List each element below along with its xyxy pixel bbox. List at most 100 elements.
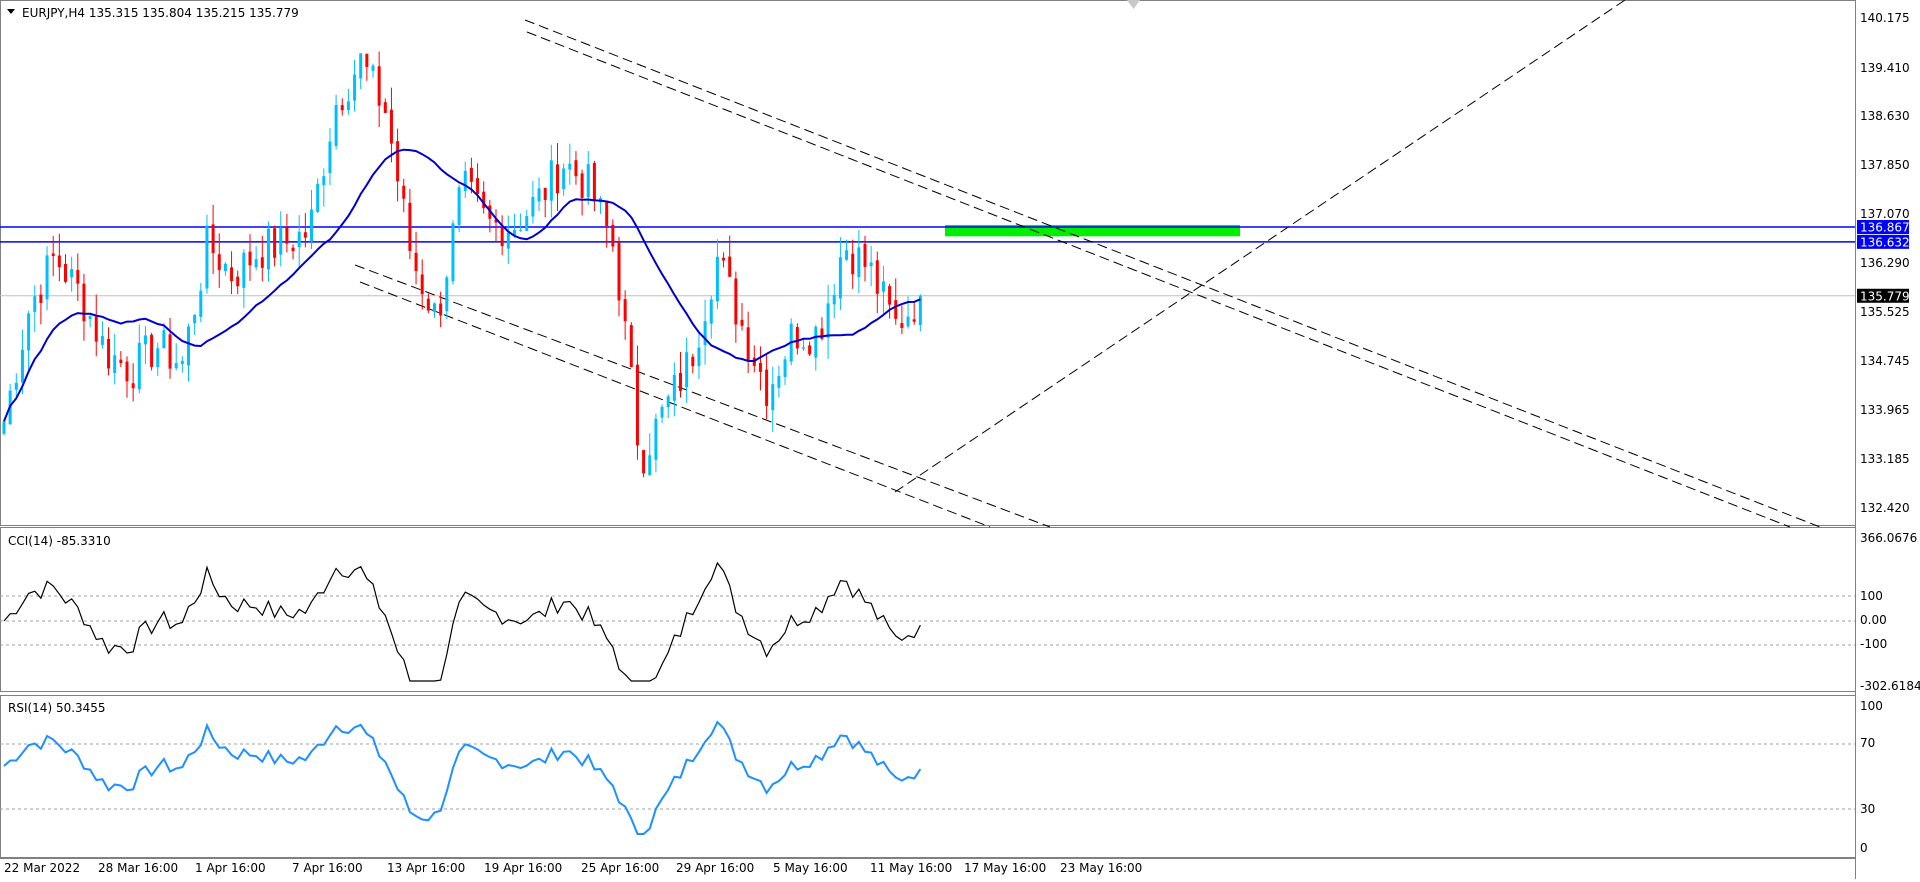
time-label: 22 Mar 2022: [4, 861, 80, 875]
candle-body: [722, 257, 726, 261]
candle-body: [758, 362, 762, 372]
candle-body: [383, 102, 387, 113]
trendlines[interactable]: [354, 0, 1821, 528]
candle-body: [51, 253, 55, 256]
candle-body: [316, 183, 320, 213]
current-price-tag: 135.779: [1860, 289, 1910, 303]
candle-body: [242, 252, 246, 288]
candle-body: [519, 230, 523, 232]
candle-body: [697, 347, 701, 367]
main-price-panel[interactable]: [0, 0, 1856, 526]
candle-body: [611, 224, 615, 247]
cci-tick: 0.00: [1860, 613, 1887, 627]
horizontal-levels[interactable]: [0, 226, 1855, 297]
candle-body: [685, 352, 689, 388]
candle-body: [187, 326, 190, 366]
candle-body: [248, 251, 252, 266]
candle-body: [94, 316, 98, 342]
candle-body: [20, 349, 24, 383]
rsi-tick: 100: [1860, 699, 1883, 713]
rsi-axis: 100 70 30 0: [1860, 699, 1883, 855]
candle-body: [777, 375, 781, 388]
candle-body: [500, 226, 504, 246]
candle-body: [451, 223, 455, 282]
candle-body: [771, 384, 775, 411]
rsi-tick: 0: [1860, 841, 1868, 855]
candle-body: [900, 323, 904, 328]
dashed-trendline: [359, 281, 991, 528]
candle-body: [654, 418, 658, 460]
candle-body: [814, 326, 818, 358]
cci-tick: -302.6184: [1860, 679, 1920, 693]
time-label: 11 May 16:00: [870, 861, 952, 875]
candle-body: [143, 335, 147, 345]
candle-body: [568, 163, 572, 170]
candle-body: [365, 53, 369, 68]
candle-body: [396, 141, 400, 182]
candle-body: [574, 160, 578, 177]
candle-body: [746, 327, 750, 361]
candle-body: [556, 164, 559, 194]
candle-body: [672, 374, 676, 401]
candle-body: [168, 334, 172, 369]
candle-body: [426, 298, 430, 311]
candle-body: [322, 176, 326, 186]
candle-body: [125, 361, 129, 382]
triangle-down-icon[interactable]: [7, 9, 15, 14]
candle-body: [525, 216, 529, 232]
rsi-tick: 70: [1860, 736, 1875, 750]
candle-body: [433, 303, 436, 313]
candle-body: [894, 300, 898, 319]
candle-body: [45, 255, 49, 300]
candle-body: [150, 334, 154, 367]
rsi-label: RSI(14) 50.3455: [8, 701, 106, 715]
candle-body: [340, 105, 344, 111]
candle-body: [353, 74, 357, 101]
candle-body: [709, 299, 713, 324]
candle-body: [88, 316, 92, 320]
chart-shift-marker-icon[interactable]: [1127, 0, 1140, 9]
candle-body: [660, 406, 664, 418]
candle-body: [863, 243, 867, 267]
candle-body: [162, 330, 166, 349]
supply-zone[interactable]: [945, 224, 1240, 237]
candle-body: [906, 316, 910, 327]
candle-body: [715, 256, 719, 302]
candle-body: [137, 342, 141, 390]
dashed-trendline: [354, 264, 1051, 528]
price-tick: 136.290: [1860, 256, 1910, 270]
candle-body: [82, 283, 86, 322]
candle-body: [617, 242, 621, 301]
candle-body: [193, 314, 197, 324]
candle-body: [918, 295, 922, 326]
indicator-level-lines: [0, 595, 1855, 810]
price-tick: 137.070: [1860, 207, 1910, 221]
candle-body: [765, 369, 769, 406]
symbol-header: EURJPY,H4 135.315 135.804 135.215 135.77…: [22, 6, 299, 20]
candle-body: [217, 254, 221, 271]
cci-tick: 100: [1860, 589, 1883, 603]
candle-body: [346, 101, 350, 111]
candle-body: [912, 319, 916, 322]
candle-body: [39, 294, 43, 303]
candle-body: [851, 253, 855, 275]
candle-body: [648, 455, 652, 476]
moving-average: [3, 148, 921, 422]
level-tag-upper: 136.867: [1860, 221, 1910, 235]
candle-body: [131, 383, 135, 389]
time-label: 25 Apr 16:00: [581, 861, 659, 875]
candle-body: [180, 360, 184, 364]
price-tick: 132.420: [1860, 501, 1910, 515]
candle-body: [592, 162, 596, 202]
candle-body: [291, 247, 295, 252]
price-tick: 134.745: [1860, 354, 1910, 368]
candle-body: [826, 303, 830, 338]
rsi-panel[interactable]: [0, 695, 1856, 858]
candle-body: [808, 345, 812, 355]
candle-body: [230, 267, 234, 282]
price-tick: 140.175: [1860, 11, 1910, 25]
candle-body: [334, 104, 338, 146]
candle-body: [113, 355, 117, 373]
